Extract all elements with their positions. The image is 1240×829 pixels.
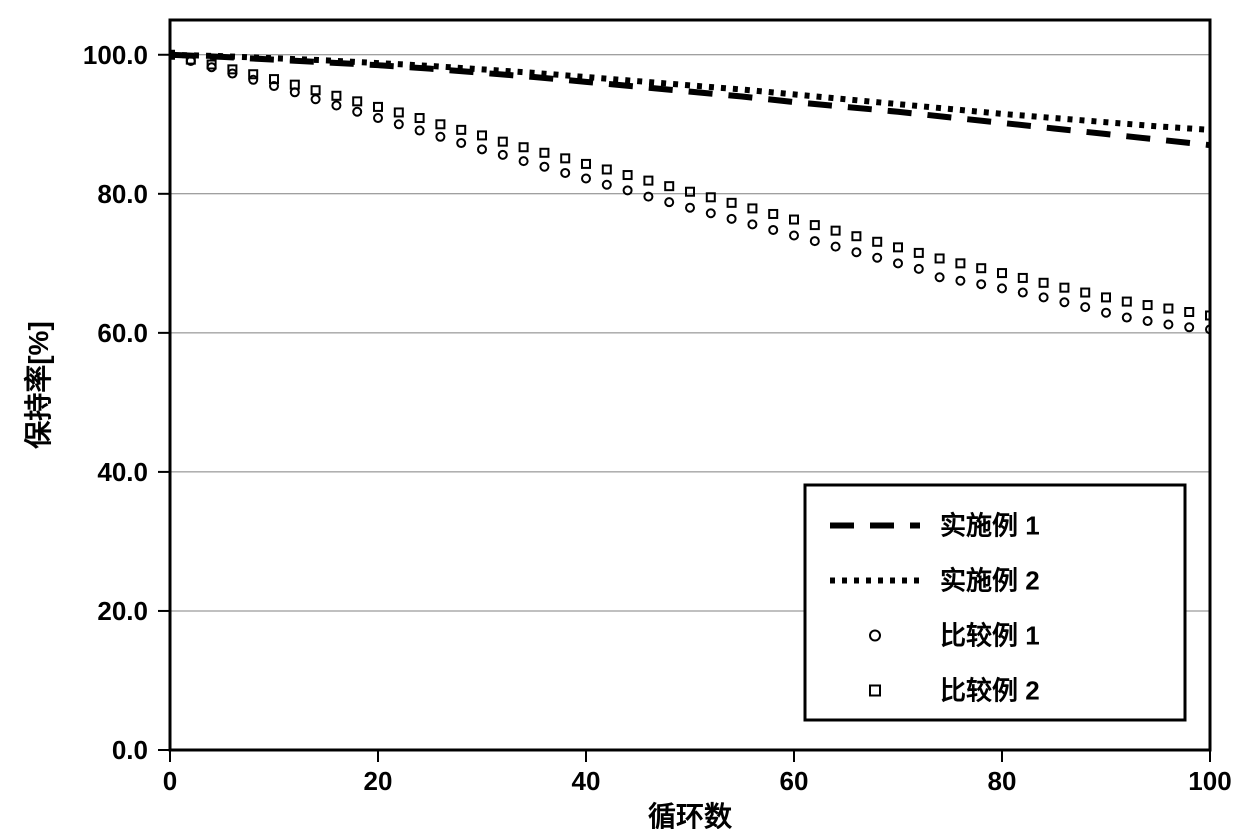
y-tick-label: 100.0: [83, 40, 148, 70]
chart-container: 0.0 20.0 40.0 60.0 80.0 100.0 0 20 40 60 80 100 保持率[…: [0, 0, 1240, 829]
y-tick-label: 0.0: [112, 735, 148, 765]
x-tick-label: 0: [163, 766, 177, 796]
y-tick-label: 40.0: [97, 457, 148, 487]
x-axis-label: 循环数: [648, 801, 733, 829]
x-tick-label: 20: [364, 766, 393, 796]
x-tick-label: 60: [780, 766, 809, 796]
legend-label: 比较例 1: [940, 621, 1040, 651]
y-tick-label: 80.0: [97, 179, 148, 209]
x-tick-label: 100: [1188, 766, 1231, 796]
y-tick-label: 20.0: [97, 596, 148, 626]
retention-chart: 0.0 20.0 40.0 60.0 80.0 100.0 0 20 40 60 80 100 保持率[…: [0, 0, 1240, 829]
x-tick-label: 80: [988, 766, 1017, 796]
x-tick-label: 40: [572, 766, 601, 796]
y-axis-label: 保持率[%]: [22, 321, 54, 449]
y-tick-label: 60.0: [97, 318, 148, 348]
legend-label: 实施例 1: [940, 511, 1040, 541]
legend-label: 实施例 2: [940, 566, 1040, 596]
legend-label: 比较例 2: [940, 676, 1040, 706]
